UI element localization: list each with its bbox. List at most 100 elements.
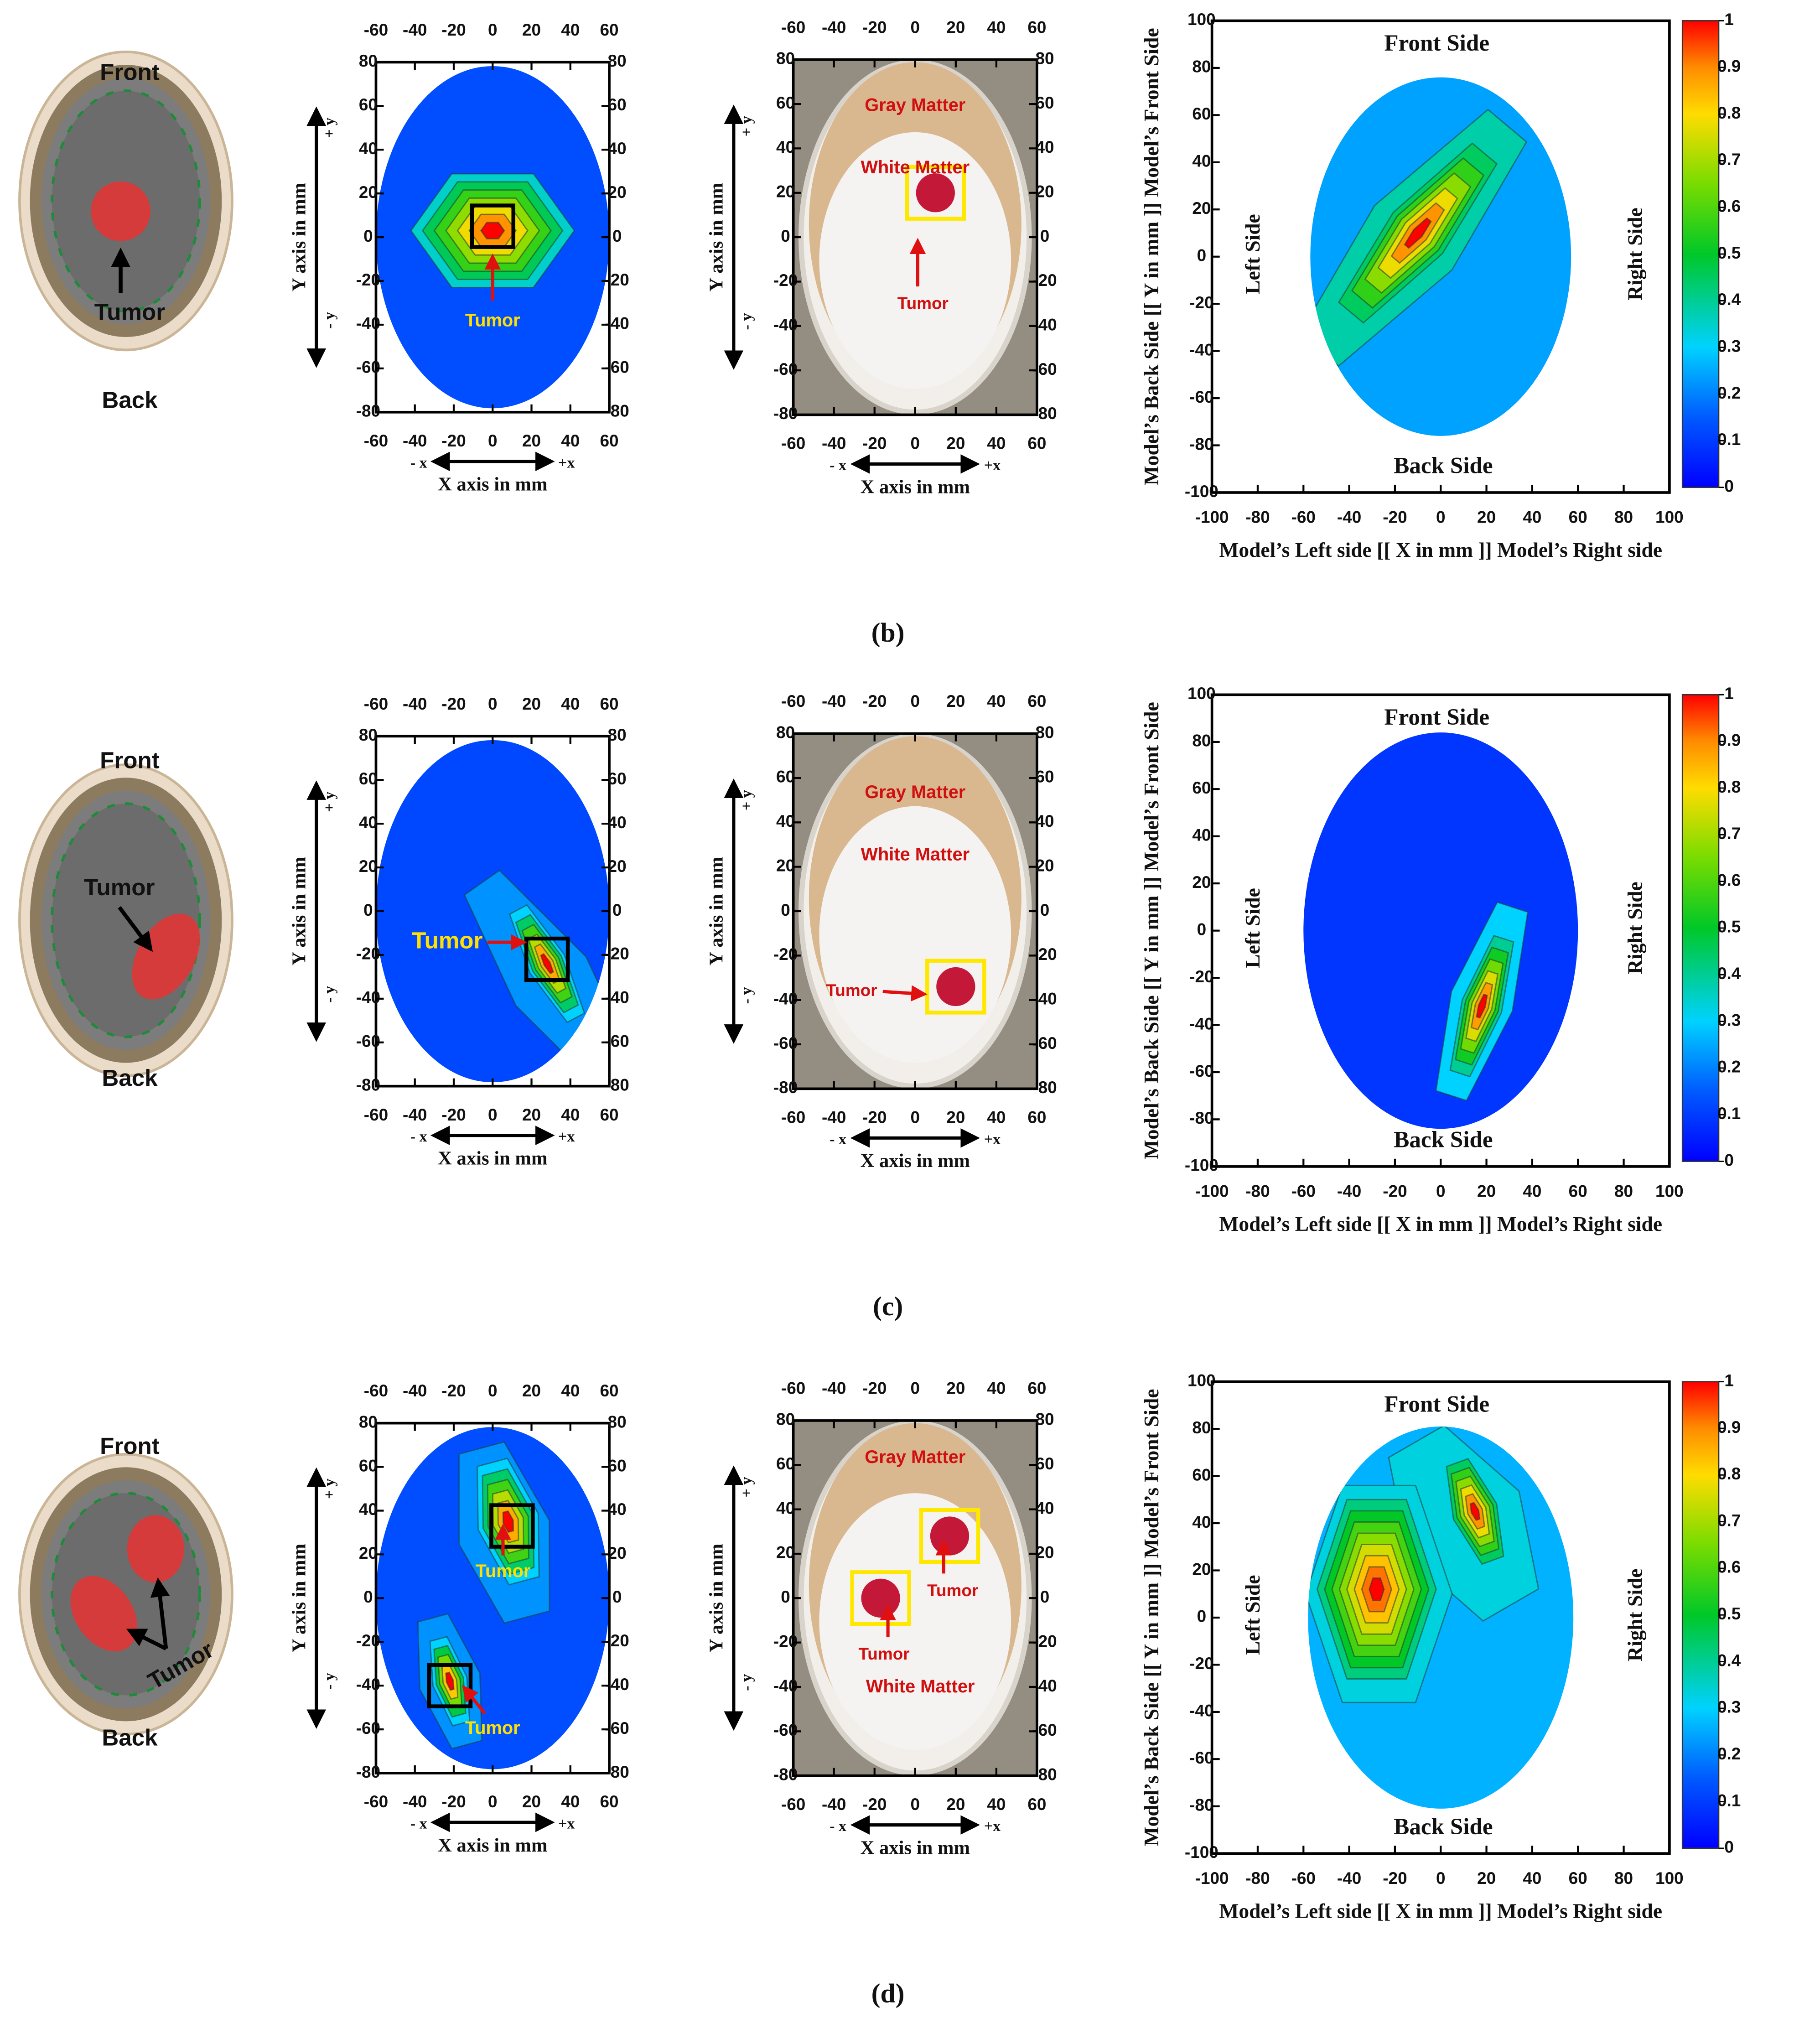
label: - x [410, 1128, 427, 1145]
label: 0 [1197, 920, 1207, 939]
label: 60 [1569, 1182, 1587, 1201]
label: 100 [1655, 1182, 1684, 1201]
label: 20 [1192, 873, 1211, 892]
heat-contour [445, 1671, 455, 1691]
label: 80 [1614, 1869, 1633, 1888]
label: 20 [1477, 1182, 1496, 1201]
label: 80 [608, 52, 627, 70]
label: Model’s Back Side [[ Y in mm ]] Model’s … [1140, 702, 1163, 1159]
label: -40 [822, 692, 846, 711]
label: 0 [1724, 1838, 1734, 1857]
label: 0.7 [1717, 150, 1741, 169]
label: -80 [773, 1765, 798, 1784]
label: 60 [1027, 1108, 1046, 1127]
label: -60 [773, 1034, 798, 1053]
label: -40 [1032, 316, 1057, 334]
label: -100 [1195, 1182, 1229, 1201]
label: 0 [1724, 477, 1734, 495]
label: Back Side [1394, 1127, 1493, 1153]
label: 0 [1197, 1607, 1207, 1626]
label: -20 [1032, 1632, 1057, 1650]
label: 0.9 [1717, 57, 1741, 76]
label: 60 [608, 769, 627, 788]
label: (c) [873, 1291, 903, 1321]
label: Y axis in mm [706, 857, 727, 966]
label: 0.4 [1717, 290, 1741, 309]
label: -20 [1383, 508, 1407, 527]
label: Front Side [1384, 704, 1489, 730]
label: 20 [522, 1792, 541, 1811]
label: 80 [776, 49, 795, 68]
label: 40 [987, 692, 1006, 711]
label: -80 [605, 1075, 629, 1094]
label: -60 [356, 1032, 380, 1051]
label: -40 [1337, 1182, 1361, 1201]
label: 40 [561, 1105, 580, 1124]
label: 100 [1655, 1869, 1684, 1888]
label: -40 [822, 18, 846, 36]
label: 20 [522, 695, 541, 713]
label: Right Side [1623, 208, 1646, 300]
label: -60 [364, 1105, 388, 1124]
label: -40 [822, 1379, 846, 1398]
heat-map [1435, 901, 1529, 1102]
label: -20 [862, 1108, 887, 1127]
tumor-box [919, 1508, 980, 1564]
colorbar [1681, 694, 1720, 1162]
label: -20 [773, 1632, 798, 1650]
label: 40 [987, 1108, 1006, 1127]
label: -20 [773, 945, 798, 964]
label: 1 [1724, 10, 1734, 29]
label: 20 [776, 182, 795, 201]
label: 40 [608, 1500, 627, 1519]
label: 1 [1724, 1371, 1734, 1390]
label: 40 [608, 139, 627, 158]
label: 60 [776, 1454, 795, 1473]
label: Front Side [1384, 1391, 1489, 1417]
label: 0.1 [1717, 1104, 1741, 1123]
label: 0.4 [1717, 1651, 1741, 1670]
label: 0 [363, 901, 373, 919]
label: Left Side [1241, 214, 1264, 294]
label: -20 [862, 1379, 887, 1398]
label: -20 [1032, 271, 1057, 290]
label: 20 [359, 1544, 378, 1562]
label: 80 [1192, 1418, 1211, 1437]
label: 0 [781, 901, 790, 919]
label: 20 [946, 1795, 965, 1814]
label: +x [984, 457, 1001, 474]
label: 20 [608, 1544, 627, 1562]
label: Model’s Back Side [[ Y in mm ]] Model’s … [1140, 28, 1163, 485]
label: -60 [1032, 1034, 1057, 1053]
label: 20 [359, 183, 378, 202]
tumor-box [470, 203, 515, 249]
label: -80 [773, 404, 798, 423]
label: 0.2 [1717, 1058, 1741, 1076]
label: -40 [403, 21, 427, 39]
label: 80 [1192, 731, 1211, 750]
label: -40 [605, 314, 629, 333]
label: + y [321, 118, 338, 138]
label: 0 [781, 227, 790, 245]
label: 0.6 [1717, 197, 1741, 216]
label: 60 [600, 695, 619, 713]
label: 60 [359, 95, 378, 114]
label: 40 [1035, 1499, 1054, 1517]
label: -40 [1032, 989, 1057, 1008]
label: 80 [776, 723, 795, 742]
label: 40 [608, 813, 627, 832]
label: 60 [1569, 1869, 1587, 1888]
label: 0.5 [1717, 1604, 1741, 1623]
label: 0 [1040, 1587, 1050, 1606]
label: -20 [862, 1795, 887, 1814]
label: -40 [1189, 340, 1213, 359]
label: - y [738, 987, 755, 1004]
label: 60 [1192, 1465, 1211, 1484]
label: 0.4 [1717, 964, 1741, 983]
label: -60 [781, 692, 805, 711]
label: -60 [1291, 1182, 1316, 1201]
label: - y [738, 1674, 755, 1691]
label: 40 [561, 1381, 580, 1400]
heat-contour [480, 222, 505, 239]
